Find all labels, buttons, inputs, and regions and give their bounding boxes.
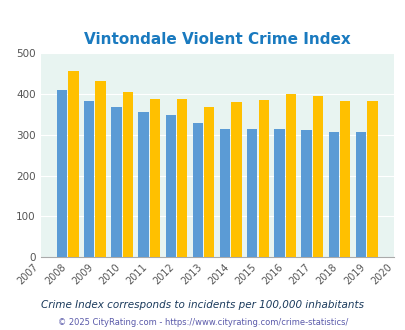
Bar <box>149 99 160 257</box>
Bar <box>258 100 268 257</box>
Bar <box>192 123 202 257</box>
Text: © 2025 CityRating.com - https://www.cityrating.com/crime-statistics/: © 2025 CityRating.com - https://www.city… <box>58 318 347 327</box>
Bar <box>355 132 365 257</box>
Bar <box>247 128 257 257</box>
Bar <box>328 132 338 257</box>
Bar <box>231 102 241 257</box>
Bar <box>68 71 79 257</box>
Title: Vintondale Violent Crime Index: Vintondale Violent Crime Index <box>83 32 350 48</box>
Bar <box>177 99 187 257</box>
Bar <box>220 128 230 257</box>
Bar <box>138 112 148 257</box>
Bar <box>111 107 121 257</box>
Bar <box>84 101 94 257</box>
Bar <box>204 107 214 257</box>
Bar <box>285 94 295 257</box>
Bar <box>95 81 106 257</box>
Bar <box>312 96 322 257</box>
Text: Crime Index corresponds to incidents per 100,000 inhabitants: Crime Index corresponds to incidents per… <box>41 300 364 310</box>
Bar <box>165 115 175 257</box>
Bar <box>57 90 67 257</box>
Bar <box>301 130 311 257</box>
Bar <box>339 102 350 257</box>
Bar <box>122 92 133 257</box>
Bar <box>366 102 377 257</box>
Legend: Vintondale, Pennsylvania, National: Vintondale, Pennsylvania, National <box>64 329 369 330</box>
Bar <box>274 128 284 257</box>
